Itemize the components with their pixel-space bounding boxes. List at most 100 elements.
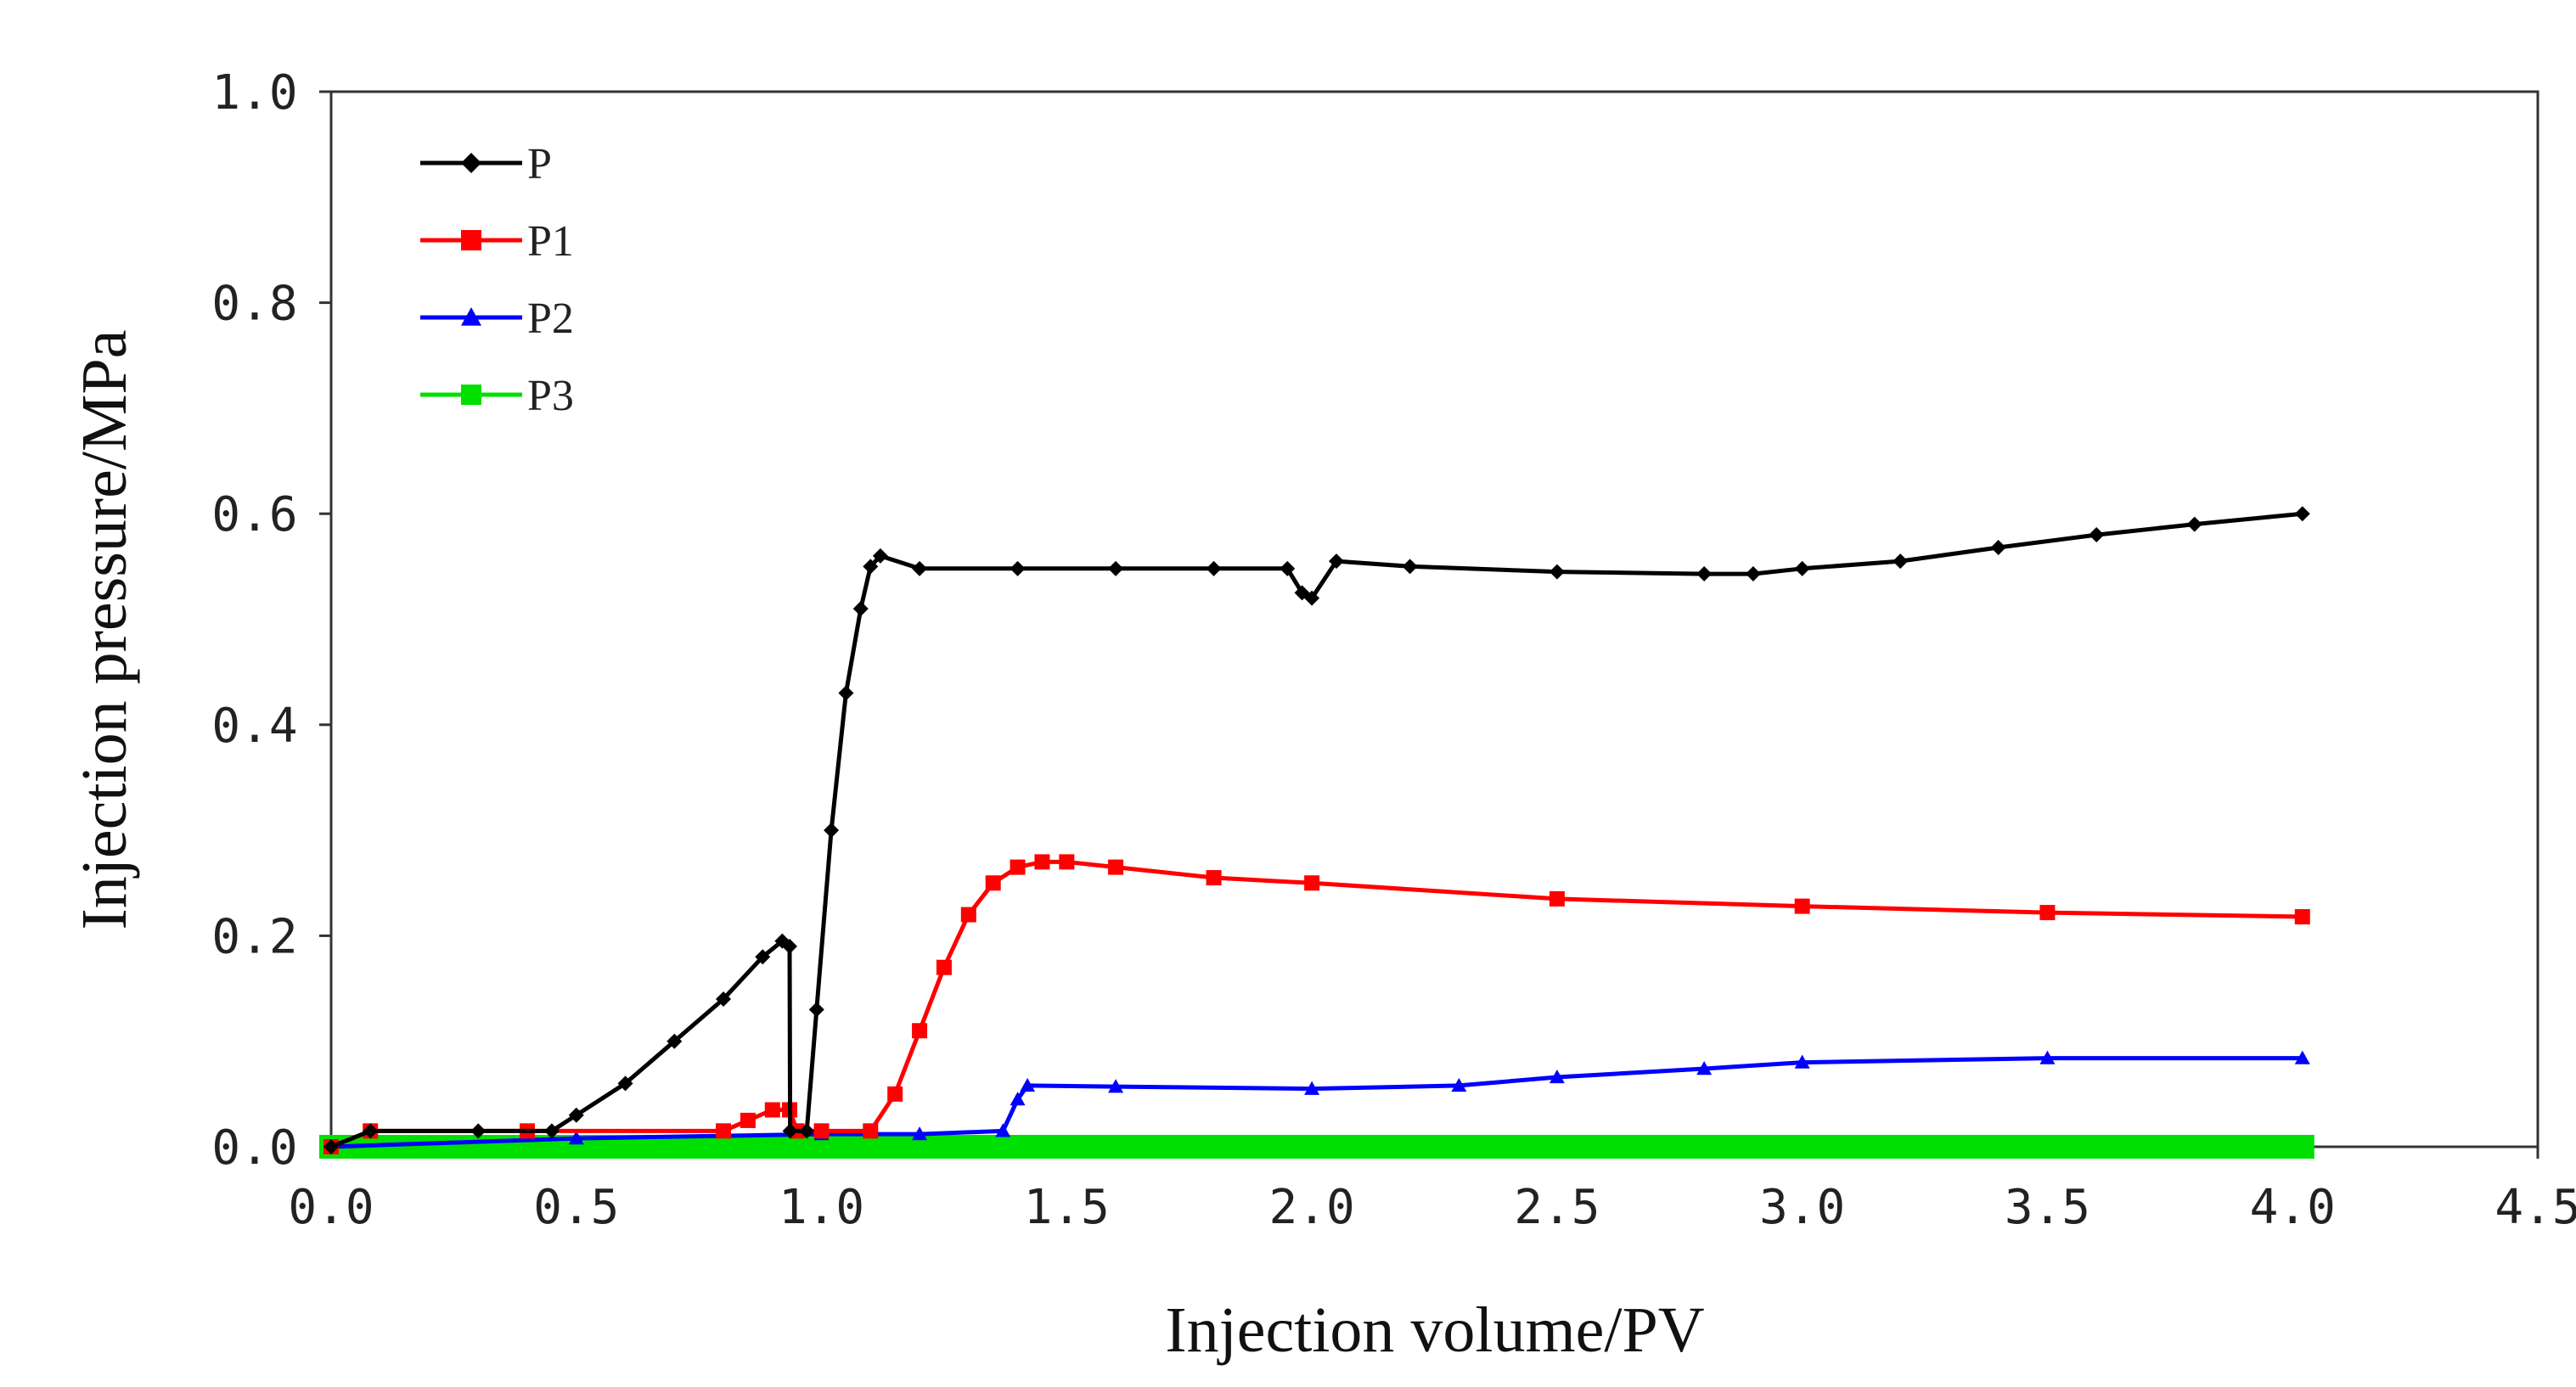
x-tick-label: 0.5	[533, 1180, 619, 1235]
legend-marker-p	[461, 153, 481, 173]
data-point-p	[799, 1123, 815, 1139]
data-point-p	[1696, 566, 1713, 582]
data-point-p	[1893, 553, 1909, 570]
data-point-p1	[1794, 898, 1810, 914]
data-point-p2	[1549, 1069, 1565, 1084]
y-tick-label: 0.2	[211, 909, 297, 964]
legend-label-p2: P2	[527, 295, 574, 343]
legend: P P1 P2 P3	[420, 140, 574, 420]
y-axis-ticks: 0.0 0.2 0.4 0.6 0.8 1.0	[211, 65, 331, 1176]
y-axis-title: Injection pressure/MPa	[69, 329, 140, 929]
data-point-p	[1304, 590, 1320, 606]
data-point-p1	[1010, 859, 1026, 875]
data-point-p1	[960, 907, 976, 923]
data-point-p	[1280, 560, 1296, 576]
data-point-p1	[1108, 859, 1124, 875]
data-point-p	[863, 559, 879, 575]
data-point-p1	[912, 1023, 928, 1039]
series-p2	[323, 1050, 2310, 1154]
data-point-p	[1745, 566, 1761, 582]
legend-item-p3: P3	[420, 372, 574, 420]
data-point-p1	[985, 875, 1001, 891]
series-p	[323, 506, 2310, 1154]
legend-label-p: P	[527, 140, 552, 188]
data-point-p	[716, 991, 732, 1007]
data-point-p1	[1549, 890, 1565, 907]
data-point-p1	[764, 1102, 780, 1118]
data-point-p	[838, 685, 854, 701]
x-tick-label: 3.5	[2005, 1180, 2090, 1235]
y-tick-label: 0.0	[211, 1120, 297, 1176]
data-point-p	[2186, 516, 2202, 532]
data-point-p1	[2039, 905, 2056, 921]
data-point-p	[852, 601, 869, 617]
data-point-p	[568, 1107, 584, 1123]
data-point-p2	[995, 1123, 1011, 1137]
legend-item-p2: P2	[420, 295, 574, 343]
data-point-p2	[1108, 1079, 1124, 1093]
data-point-p1	[887, 1086, 903, 1102]
plot-frame	[329, 90, 2539, 1148]
x-tick-label: 1.0	[779, 1180, 864, 1235]
x-tick-label: 3.0	[1759, 1180, 1845, 1235]
data-point-p	[2089, 527, 2105, 543]
data-point-p1	[716, 1123, 732, 1139]
data-point-p1	[740, 1112, 756, 1128]
data-point-p	[617, 1075, 633, 1092]
data-point-p	[1206, 560, 1222, 576]
data-point-p	[1794, 560, 1810, 576]
data-point-p	[1328, 553, 1344, 570]
x-tick-label: 2.5	[1514, 1180, 1600, 1235]
data-point-p1	[1206, 870, 1222, 886]
series-line-p1	[328, 859, 2305, 1150]
data-point-p	[1990, 539, 2006, 555]
series-layer	[319, 506, 2314, 1159]
data-point-p	[666, 1033, 683, 1049]
legend-marker-p2	[461, 307, 481, 326]
data-point-p1	[1059, 854, 1075, 870]
x-tick-label: 4.5	[2494, 1180, 2576, 1235]
data-point-p2	[2294, 1050, 2310, 1064]
legend-marker-p3	[461, 385, 481, 405]
x-tick-label: 0.0	[288, 1180, 374, 1235]
series-p1	[323, 854, 2310, 1154]
data-point-p2	[1794, 1054, 1810, 1069]
data-point-p1	[936, 959, 952, 975]
data-point-p	[755, 949, 771, 965]
data-point-p2	[1696, 1061, 1713, 1075]
data-point-p	[824, 823, 840, 839]
data-point-p2	[1010, 1092, 1026, 1106]
x-tick-label: 1.5	[1024, 1180, 1110, 1235]
data-point-p	[323, 1139, 339, 1154]
data-point-p	[543, 1123, 560, 1139]
data-point-p	[912, 560, 928, 576]
data-point-p2	[1304, 1081, 1320, 1095]
series-line-p	[328, 511, 2305, 1150]
y-tick-label: 1.0	[211, 65, 297, 121]
data-point-p	[872, 548, 888, 564]
x-axis-title: Injection volume/PV	[1165, 1294, 1704, 1366]
legend-marker-p1	[461, 230, 481, 250]
data-point-p	[1108, 560, 1124, 576]
y-tick-label: 0.4	[211, 699, 297, 754]
data-point-p	[1402, 559, 1418, 575]
data-point-p2	[1020, 1077, 1036, 1092]
legend-item-p: P	[420, 140, 552, 188]
x-axis-ticks: 0.0 0.5 1.0 1.5 2.0 2.5 3.0 3.5 4.0 4.5	[288, 1147, 2576, 1235]
data-point-p	[363, 1123, 379, 1139]
data-point-p1	[813, 1123, 830, 1139]
data-point-p2	[912, 1126, 928, 1141]
data-point-p2	[2039, 1050, 2056, 1064]
y-tick-label: 0.6	[211, 487, 297, 542]
x-tick-label: 2.0	[1269, 1180, 1355, 1235]
legend-label-p3: P3	[527, 372, 574, 420]
data-point-p2	[568, 1131, 584, 1145]
data-point-p	[782, 938, 798, 954]
legend-label-p1: P1	[527, 217, 574, 266]
data-point-p1	[1304, 875, 1320, 891]
data-point-p2	[1451, 1077, 1467, 1092]
data-point-p	[2294, 506, 2310, 522]
y-tick-label: 0.8	[211, 277, 297, 332]
data-point-p	[808, 1002, 824, 1018]
